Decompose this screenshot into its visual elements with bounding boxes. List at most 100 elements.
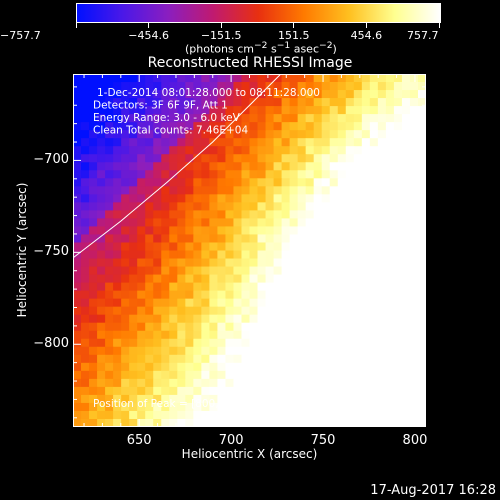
heatmap-cell bbox=[289, 306, 299, 316]
heatmap-cell bbox=[289, 322, 299, 332]
heatmap-cell bbox=[129, 114, 138, 123]
colorbar-tick-label: −757.7 bbox=[0, 29, 41, 42]
heatmap-cell bbox=[73, 378, 82, 388]
colorbar-tick bbox=[75, 22, 77, 28]
heatmap-cell bbox=[369, 106, 379, 115]
heatmap-cell bbox=[129, 274, 138, 284]
heatmap-cell bbox=[113, 250, 122, 260]
heatmap-cell bbox=[161, 354, 170, 364]
heatmap-cell bbox=[321, 194, 331, 203]
heatmap-cell bbox=[241, 402, 251, 412]
heatmap-cell bbox=[225, 282, 235, 292]
heatmap-cell bbox=[121, 298, 130, 308]
heatmap-cell bbox=[337, 274, 347, 284]
heatmap-cell bbox=[177, 266, 186, 276]
heatmap-cell bbox=[185, 402, 194, 412]
heatmap-cell bbox=[81, 218, 90, 228]
heatmap-cell bbox=[185, 186, 194, 195]
heatmap-cell bbox=[153, 298, 162, 308]
heatmap-cell bbox=[121, 322, 130, 332]
heatmap-cell bbox=[105, 378, 114, 388]
heatmap-cell bbox=[161, 226, 170, 236]
heatmap-cell bbox=[337, 98, 347, 107]
heatmap-cell bbox=[377, 258, 387, 268]
heatmap-cell bbox=[297, 154, 307, 163]
heatmap-cell bbox=[225, 186, 235, 195]
heatmap-cell bbox=[345, 418, 355, 427]
heatmap-cell bbox=[209, 282, 219, 292]
heatmap-cell bbox=[257, 378, 267, 388]
heatmap-cell bbox=[153, 250, 162, 260]
heatmap-cell bbox=[81, 394, 90, 404]
heatmap-cell bbox=[121, 162, 130, 171]
heatmap-cell bbox=[337, 418, 347, 427]
heatmap-cell bbox=[305, 82, 315, 91]
heatmap-cell bbox=[121, 346, 130, 356]
heatmap-cell bbox=[297, 354, 307, 364]
heatmap-cell bbox=[73, 90, 82, 99]
heatmap-cell bbox=[225, 218, 235, 228]
heatmap-cell bbox=[185, 194, 194, 203]
heatmap-cell bbox=[289, 402, 299, 412]
heatmap-cell bbox=[297, 418, 307, 427]
heatmap-cell bbox=[105, 90, 114, 99]
heatmap-cell bbox=[313, 330, 323, 340]
heatmap-cell bbox=[369, 202, 379, 211]
heatmap-cell bbox=[225, 386, 235, 396]
heatmap-cell bbox=[193, 130, 202, 139]
heatmap-cell bbox=[249, 258, 259, 268]
heatmap-cell bbox=[257, 370, 267, 380]
heatmap-cell bbox=[337, 82, 347, 91]
heatmap-cell bbox=[281, 218, 291, 228]
heatmap-cell bbox=[305, 282, 315, 292]
heatmap-cell bbox=[225, 298, 235, 308]
heatmap-cell bbox=[233, 250, 243, 260]
heatmap-cell bbox=[281, 154, 291, 163]
heatmap-cell bbox=[329, 226, 339, 236]
heatmap-cell bbox=[185, 362, 194, 372]
heatmap-cell bbox=[145, 274, 154, 284]
heatmap-cell bbox=[281, 250, 291, 260]
heatmap-cell bbox=[201, 410, 210, 420]
heatmap-cell bbox=[281, 410, 291, 420]
heatmap-cell bbox=[361, 274, 371, 284]
heatmap-cell bbox=[353, 82, 363, 91]
heatmap-cell bbox=[121, 146, 130, 155]
heatmap-cell bbox=[81, 154, 90, 163]
heatmap-cell bbox=[273, 298, 283, 308]
heatmap-cell bbox=[81, 346, 90, 356]
heatmap-cell bbox=[217, 122, 227, 131]
heatmap-cell bbox=[337, 90, 347, 99]
heatmap-cell bbox=[217, 82, 227, 91]
heatmap-cell bbox=[225, 146, 235, 155]
heatmap-cell bbox=[361, 314, 371, 324]
heatmap-cell bbox=[385, 274, 395, 284]
heatmap-cell bbox=[145, 314, 154, 324]
heatmap-cell bbox=[345, 250, 355, 260]
heatmap-cell bbox=[313, 194, 323, 203]
heatmap-cell bbox=[289, 146, 299, 155]
heatmap-cell bbox=[177, 322, 186, 332]
heatmap-cell bbox=[193, 98, 202, 107]
heatmap-cell bbox=[265, 82, 275, 91]
heatmap-cell bbox=[209, 362, 219, 372]
heatmap-cell bbox=[153, 290, 162, 300]
heatmap-cell bbox=[97, 290, 106, 300]
heatmap-cell bbox=[137, 178, 146, 187]
heatmap-cell bbox=[273, 306, 283, 316]
heatmap-cell bbox=[225, 306, 235, 316]
heatmap-cell bbox=[385, 98, 395, 107]
heatmap-cell bbox=[233, 418, 243, 427]
heatmap-cell bbox=[161, 298, 170, 308]
colorbar-tick bbox=[148, 22, 150, 28]
heatmap-cell bbox=[241, 354, 251, 364]
heatmap-cell bbox=[257, 322, 267, 332]
heatmap-cell bbox=[129, 210, 138, 220]
heatmap-cell bbox=[81, 330, 90, 340]
heatmap-cell bbox=[377, 306, 387, 316]
heatmap-cell bbox=[361, 194, 371, 203]
heatmap-cell bbox=[337, 290, 347, 300]
heatmap-cell bbox=[161, 122, 170, 131]
heatmap-cell bbox=[129, 138, 138, 147]
heatmap-cell bbox=[353, 386, 363, 396]
